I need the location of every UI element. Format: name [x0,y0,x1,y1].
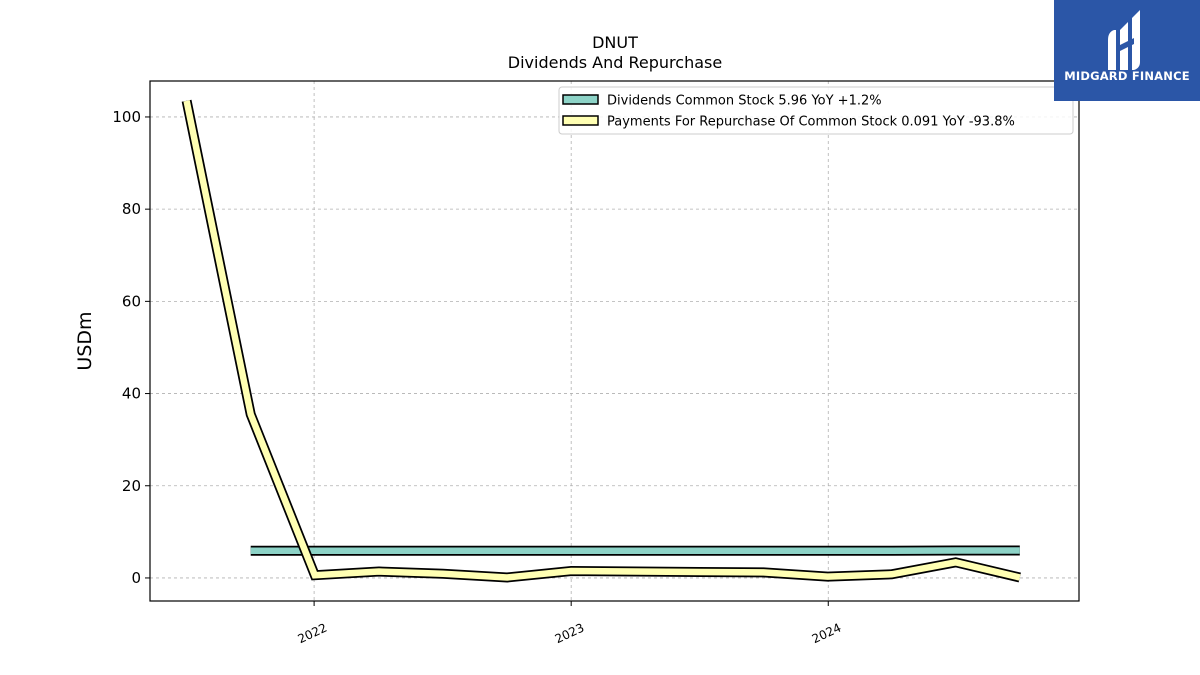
x-axis: 2022 2023 2024 [296,601,844,647]
plot-area-frame [149,80,1080,602]
legend: Dividends Common Stock 5.96 YoY +1.2% Pay… [558,86,1074,135]
legend-frame [558,86,1074,135]
y-tick-label: 0 [131,569,141,587]
y-tick-label: 100 [112,108,141,126]
chart-title: DNUT [592,33,638,52]
legend-entry: Dividends Common Stock 5.96 YoY +1.2% [607,94,882,109]
x-tick-label: 2023 [553,621,587,647]
brand-logo: MIDGARD FINANCE [1054,0,1200,101]
series-line-outline [181,99,1021,583]
midgard-logo-icon [1108,10,1140,70]
brand-name: MIDGARD FINANCE [1064,69,1190,83]
y-tick-label: 60 [122,292,141,310]
x-tick-label: 2022 [296,621,330,647]
chart-subtitle: Dividends And Repurchase [508,53,722,72]
series-line-1 [183,100,1021,581]
y-tick-label: 40 [122,385,141,403]
y-axis-label: USDm [74,311,96,370]
legend-swatch [562,94,599,105]
y-tick-label: 20 [122,477,141,495]
y-axis: 0 20 40 60 80 100 [112,108,150,587]
x-tick-label: 2024 [810,621,844,647]
legend-swatch [562,115,599,126]
y-tick-label: 80 [122,200,141,218]
legend-entry: Payments For Repurchase Of Common Stock … [607,115,1015,130]
series-group [181,99,1021,583]
